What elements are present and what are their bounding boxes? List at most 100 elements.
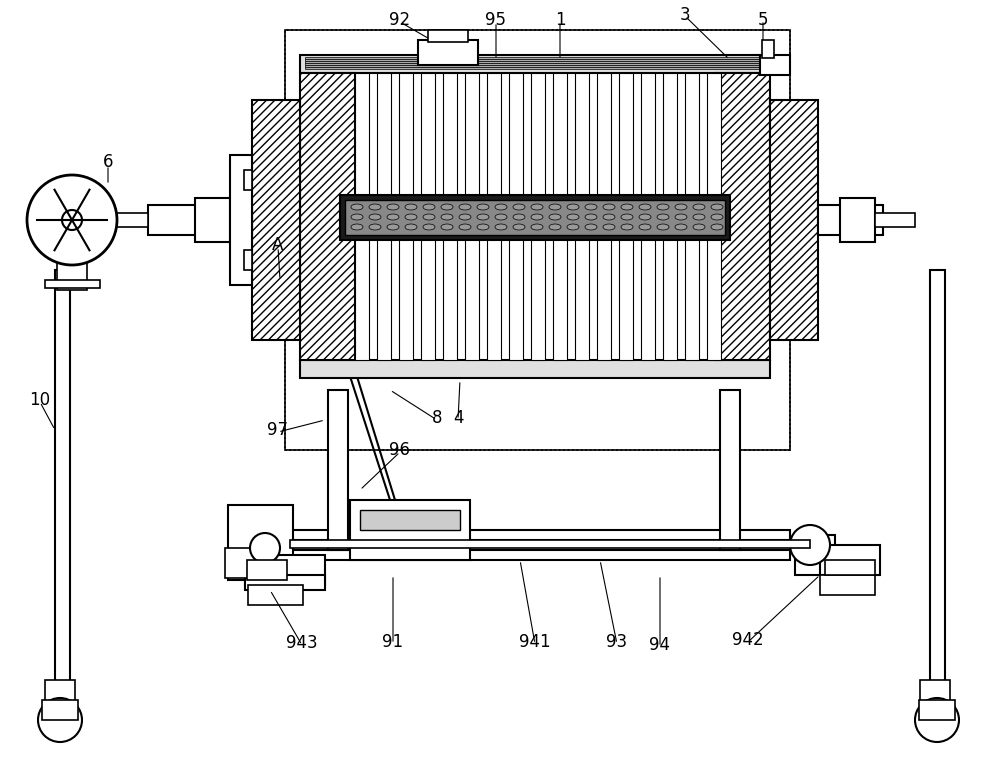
Bar: [770, 100, 818, 340]
Text: 1: 1: [555, 11, 565, 29]
Ellipse shape: [351, 214, 363, 220]
Text: 942: 942: [732, 631, 764, 649]
Bar: [244, 250, 252, 270]
Bar: [290, 540, 810, 548]
Ellipse shape: [513, 214, 525, 220]
Ellipse shape: [423, 214, 435, 220]
Text: 6: 6: [103, 153, 113, 171]
Text: 943: 943: [286, 634, 318, 652]
Bar: [685, 73, 699, 360]
Circle shape: [38, 698, 82, 742]
Bar: [300, 360, 770, 378]
Ellipse shape: [513, 204, 525, 210]
Bar: [55, 270, 70, 690]
Circle shape: [62, 210, 82, 230]
Text: 97: 97: [268, 421, 288, 439]
Bar: [305, 67, 765, 68]
Text: 93: 93: [606, 633, 628, 651]
Bar: [487, 73, 501, 360]
Ellipse shape: [369, 214, 381, 220]
Ellipse shape: [531, 224, 543, 230]
Text: 3: 3: [680, 6, 690, 24]
Bar: [920, 680, 950, 705]
Ellipse shape: [693, 204, 705, 210]
Bar: [285, 30, 790, 450]
Ellipse shape: [405, 204, 417, 210]
Ellipse shape: [585, 224, 597, 230]
Bar: [285, 30, 790, 450]
Ellipse shape: [405, 224, 417, 230]
Bar: [350, 500, 470, 560]
Ellipse shape: [657, 224, 669, 230]
Ellipse shape: [603, 204, 615, 210]
Bar: [930, 270, 945, 690]
Ellipse shape: [657, 214, 669, 220]
Bar: [245, 555, 325, 585]
Bar: [300, 73, 355, 360]
Bar: [248, 585, 303, 605]
Bar: [399, 73, 413, 360]
Bar: [148, 205, 252, 235]
Bar: [305, 63, 765, 64]
Bar: [345, 200, 725, 235]
Bar: [328, 390, 348, 550]
Ellipse shape: [621, 214, 633, 220]
Circle shape: [790, 525, 830, 565]
Bar: [619, 73, 633, 360]
Ellipse shape: [639, 204, 651, 210]
Ellipse shape: [531, 214, 543, 220]
Ellipse shape: [387, 214, 399, 220]
Bar: [509, 73, 523, 360]
Ellipse shape: [459, 224, 471, 230]
Bar: [820, 545, 880, 575]
Bar: [300, 55, 770, 73]
Ellipse shape: [675, 214, 687, 220]
Ellipse shape: [621, 204, 633, 210]
Ellipse shape: [369, 224, 381, 230]
Ellipse shape: [585, 214, 597, 220]
Bar: [230, 550, 790, 560]
Bar: [840, 198, 875, 242]
Bar: [57, 225, 87, 290]
Ellipse shape: [657, 204, 669, 210]
Bar: [225, 548, 255, 578]
Ellipse shape: [387, 204, 399, 210]
Text: 95: 95: [486, 11, 507, 29]
Ellipse shape: [567, 214, 579, 220]
Ellipse shape: [351, 224, 363, 230]
Text: 96: 96: [390, 441, 411, 459]
Bar: [825, 560, 875, 575]
Bar: [45, 680, 75, 705]
Bar: [641, 73, 655, 360]
Ellipse shape: [549, 214, 561, 220]
Bar: [919, 700, 955, 720]
Ellipse shape: [477, 204, 489, 210]
Bar: [252, 100, 300, 340]
Ellipse shape: [567, 204, 579, 210]
Bar: [663, 73, 677, 360]
Ellipse shape: [423, 224, 435, 230]
Bar: [228, 505, 293, 580]
Ellipse shape: [495, 204, 507, 210]
Circle shape: [915, 698, 959, 742]
Bar: [553, 73, 567, 360]
Bar: [418, 40, 478, 65]
Ellipse shape: [441, 214, 453, 220]
Ellipse shape: [369, 204, 381, 210]
Ellipse shape: [567, 224, 579, 230]
Ellipse shape: [423, 204, 435, 210]
Ellipse shape: [495, 214, 507, 220]
Bar: [377, 73, 391, 360]
Bar: [818, 205, 883, 235]
Bar: [428, 30, 468, 42]
Bar: [245, 575, 325, 590]
Text: 941: 941: [519, 633, 551, 651]
Bar: [305, 65, 765, 67]
Ellipse shape: [441, 204, 453, 210]
Bar: [597, 73, 611, 360]
Text: 8: 8: [432, 409, 442, 427]
Ellipse shape: [405, 214, 417, 220]
Text: 10: 10: [29, 391, 51, 409]
Ellipse shape: [675, 224, 687, 230]
Bar: [820, 575, 875, 595]
